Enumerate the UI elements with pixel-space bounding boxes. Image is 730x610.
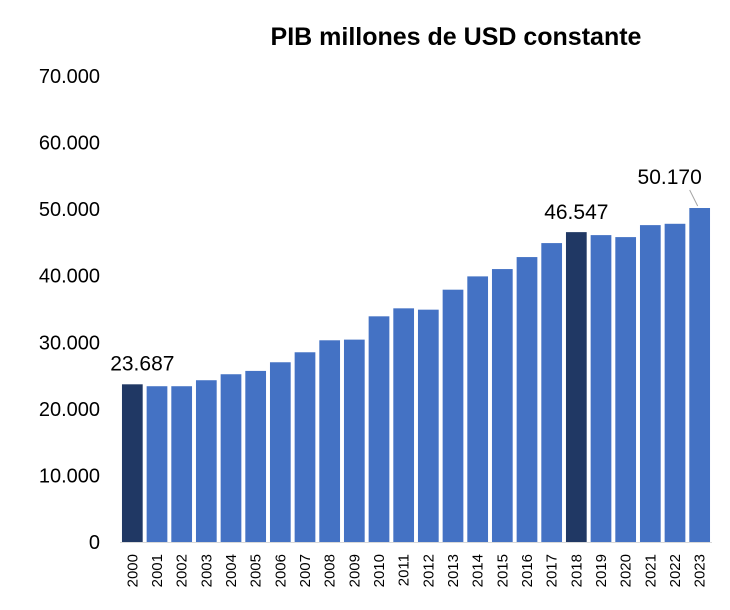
bar-2003	[195, 380, 217, 542]
bar-2010	[368, 316, 390, 542]
x-tick-label: 2006	[272, 554, 289, 587]
x-tick-label: 2001	[149, 554, 166, 587]
x-tick-label: 2021	[642, 554, 659, 587]
data-labels: 23.687 46.547 50.170	[110, 166, 702, 375]
bar-2013	[442, 289, 464, 542]
x-tick-label: 2016	[519, 554, 536, 587]
x-tick-label: 2004	[223, 554, 240, 587]
bar-2001	[146, 386, 168, 542]
y-tick-label: 50.000	[39, 199, 100, 221]
x-tick-label: 2005	[248, 554, 265, 587]
bar-2012	[417, 309, 439, 542]
bar-2002	[171, 386, 193, 542]
bars	[121, 208, 711, 543]
x-tick-label: 2017	[544, 554, 561, 587]
bar-2011	[393, 308, 415, 542]
x-tick-label: 2013	[445, 554, 462, 587]
y-tick-label: 30.000	[39, 332, 100, 354]
y-tick-label: 20.000	[39, 399, 100, 421]
y-tick-label: 0	[89, 532, 100, 554]
bar-2018	[565, 232, 587, 542]
x-tick-label: 2018	[568, 554, 585, 587]
x-tick-label: 2000	[124, 554, 141, 587]
bar-2014	[467, 276, 489, 542]
x-tick-label: 2020	[618, 554, 635, 587]
bar-2009	[343, 339, 365, 542]
x-tick-label: 2008	[322, 554, 339, 587]
y-tick-label: 40.000	[39, 266, 100, 288]
x-tick-label: 2014	[470, 554, 487, 587]
data-label-2023: 50.170	[638, 166, 702, 189]
bar-2023	[689, 208, 711, 542]
bar-2016	[516, 257, 538, 542]
bar-2006	[269, 362, 291, 542]
bar-2007	[294, 352, 316, 542]
bar-2022	[664, 223, 686, 543]
y-tick-label: 10.000	[39, 465, 100, 487]
bar-2020	[615, 237, 637, 542]
data-label-leader-line	[689, 189, 699, 207]
y-tick-label: 70.000	[39, 66, 100, 88]
bar-2021	[639, 225, 661, 542]
x-tick-label: 2009	[346, 554, 363, 587]
x-tick-label: 2019	[593, 554, 610, 587]
bar-2000	[121, 384, 143, 542]
x-tick-label: 2011	[396, 554, 413, 586]
x-tick-label: 2002	[174, 554, 191, 587]
x-tick-label: 2012	[420, 554, 437, 587]
bar-2008	[319, 340, 341, 542]
bar-2015	[491, 269, 513, 542]
y-tick-label: 60.000	[39, 133, 100, 155]
data-label-2000: 23.687	[110, 352, 174, 375]
bar-2004	[220, 374, 242, 542]
bar-2019	[590, 235, 612, 543]
bar-2017	[541, 243, 563, 542]
x-tick-label: 2007	[297, 554, 314, 587]
bar-2005	[245, 370, 267, 542]
x-tick-label: 2023	[692, 554, 709, 587]
x-tick-label: 2015	[494, 554, 511, 587]
x-tick-label: 2003	[198, 554, 215, 587]
x-tick-label: 2022	[667, 554, 684, 587]
chart-title: PIB millones de USD constante	[271, 23, 642, 51]
y-axis: 0 10.000 20.000 30.000 40.000 50.000 60.000 70.…	[39, 66, 100, 554]
data-label-2018: 46.547	[544, 201, 608, 224]
x-axis: 2000 2001 2002 2003 2004 2005 2006 2007 2008 2009…	[120, 542, 712, 587]
x-tick-label: 2010	[371, 554, 388, 587]
